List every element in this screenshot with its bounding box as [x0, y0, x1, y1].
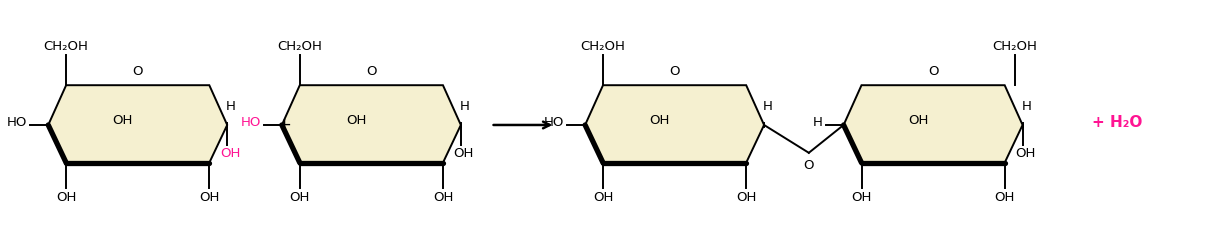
Text: HO: HO — [543, 116, 564, 130]
Text: CH₂OH: CH₂OH — [277, 40, 322, 53]
Text: + H₂O: + H₂O — [1093, 115, 1142, 131]
Text: OH: OH — [220, 147, 241, 160]
Text: OH: OH — [852, 191, 871, 204]
Text: OH: OH — [736, 191, 756, 204]
Text: HO: HO — [241, 116, 261, 130]
Polygon shape — [48, 85, 227, 163]
Text: OH: OH — [200, 191, 219, 204]
Polygon shape — [282, 85, 461, 163]
Text: CH₂OH: CH₂OH — [44, 40, 88, 53]
Text: OH: OH — [56, 191, 76, 204]
Text: OH: OH — [593, 191, 613, 204]
Text: H: H — [813, 116, 823, 130]
Text: OH: OH — [1015, 147, 1036, 160]
Text: OH: OH — [995, 191, 1015, 204]
Text: O: O — [803, 159, 814, 172]
Text: O: O — [928, 65, 938, 78]
Text: OH: OH — [346, 114, 367, 127]
Text: HO: HO — [7, 116, 28, 130]
Text: CH₂OH: CH₂OH — [992, 40, 1037, 53]
Text: CH₂OH: CH₂OH — [581, 40, 626, 53]
Text: O: O — [367, 65, 376, 78]
Text: OH: OH — [289, 191, 310, 204]
Text: H: H — [460, 100, 469, 113]
Text: +: + — [276, 116, 292, 134]
Polygon shape — [586, 85, 764, 163]
Text: H: H — [1021, 100, 1031, 113]
Text: O: O — [669, 65, 680, 78]
Text: OH: OH — [433, 191, 453, 204]
Text: OH: OH — [650, 114, 670, 127]
Text: H: H — [226, 100, 236, 113]
Text: O: O — [132, 65, 143, 78]
Text: OH: OH — [454, 147, 474, 160]
Text: OH: OH — [113, 114, 133, 127]
Polygon shape — [843, 85, 1022, 163]
Text: H: H — [764, 100, 773, 113]
Text: OH: OH — [908, 114, 928, 127]
